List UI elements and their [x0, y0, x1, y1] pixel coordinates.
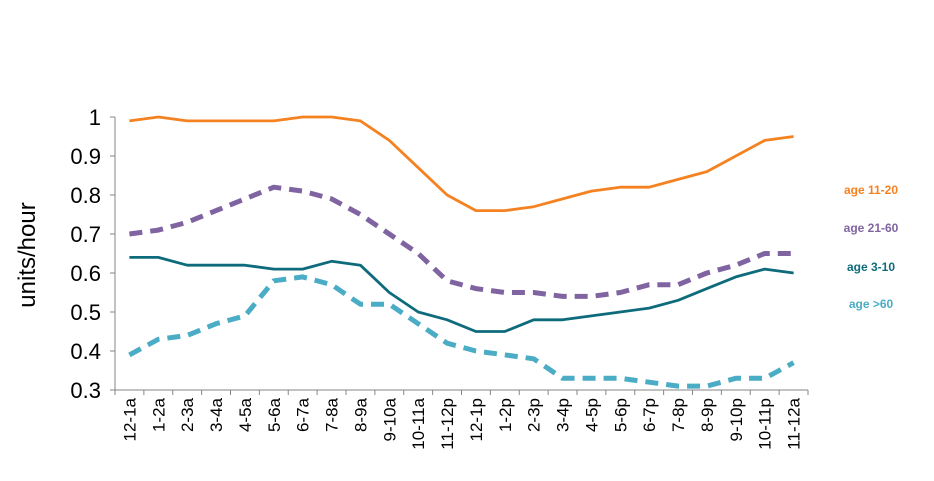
series-line-age-3-10 — [129, 255, 794, 333]
y-axis-label: units/hour — [14, 202, 41, 307]
x-tick-label: 12-1p — [467, 398, 486, 441]
x-tick-label: 8-9p — [698, 398, 717, 432]
x-tick-label: 1-2p — [496, 398, 515, 432]
x-tick-label: 11-12p — [438, 398, 457, 450]
x-tick-label: 9-10p — [727, 398, 746, 441]
y-tick-label: 1 — [89, 105, 101, 130]
x-tick-label: 3-4a — [207, 397, 226, 432]
x-tick-label: 12-1a — [120, 397, 139, 441]
y-tick-label: 0.5 — [70, 300, 101, 325]
x-tick-label: 4-5p — [582, 398, 601, 432]
x-tick-labels: 12-1a 1-2a 2-3a 3-4a 4-5a 5-6a 6-7a 7-8a 8-9a 9-1… — [120, 397, 803, 449]
x-tick-label: 10-11a — [409, 397, 428, 449]
x-tick-label: 2-3p — [525, 398, 544, 432]
series-lines — [128, 115, 795, 389]
legend-label: age 11-20 — [844, 183, 898, 197]
x-tick-label: 7-8a — [323, 397, 342, 432]
x-tick-label: 5-6a — [265, 397, 284, 432]
x-tick-label: 4-5a — [236, 397, 255, 432]
x-tick-label: 10-11p — [756, 398, 775, 450]
x-tick-label: 9-10a — [380, 397, 399, 441]
y-tick-label: 0.9 — [70, 144, 101, 169]
series-line-age-21-60 — [129, 184, 794, 299]
legend-label: age >60 — [849, 297, 894, 311]
legend-label: age 21-60 — [844, 221, 899, 235]
legend-label: age 3-10 — [847, 260, 895, 274]
y-tick-label: 0.6 — [70, 261, 101, 286]
y-tick-label: 0.8 — [70, 183, 101, 208]
x-tick-label: 6-7p — [640, 398, 659, 432]
y-tick-label: 0.7 — [70, 222, 101, 247]
x-tick-label: 7-8p — [669, 398, 688, 432]
y-tick-label: 0.3 — [70, 378, 101, 403]
x-tick-label: 3-4p — [554, 398, 573, 432]
x-tick-label: 11-12a — [785, 397, 804, 449]
x-tick-label: 2-3a — [178, 397, 197, 432]
x-tick-label: 1-2a — [149, 397, 168, 432]
y-tick-labels: 0.3 0.4 0.5 0.6 0.7 0.8 0.9 1 — [70, 105, 101, 403]
y-tick-label: 0.4 — [70, 339, 101, 364]
series-line-age-11-20 — [129, 115, 794, 213]
x-tick-label: 6-7a — [294, 397, 313, 432]
x-tick-label: 5-6p — [611, 398, 630, 432]
legend: age 11-20 age 21-60 age 3-10 age >60 — [844, 183, 899, 311]
axes — [110, 116, 809, 395]
x-tick-label: 8-9a — [351, 397, 370, 432]
